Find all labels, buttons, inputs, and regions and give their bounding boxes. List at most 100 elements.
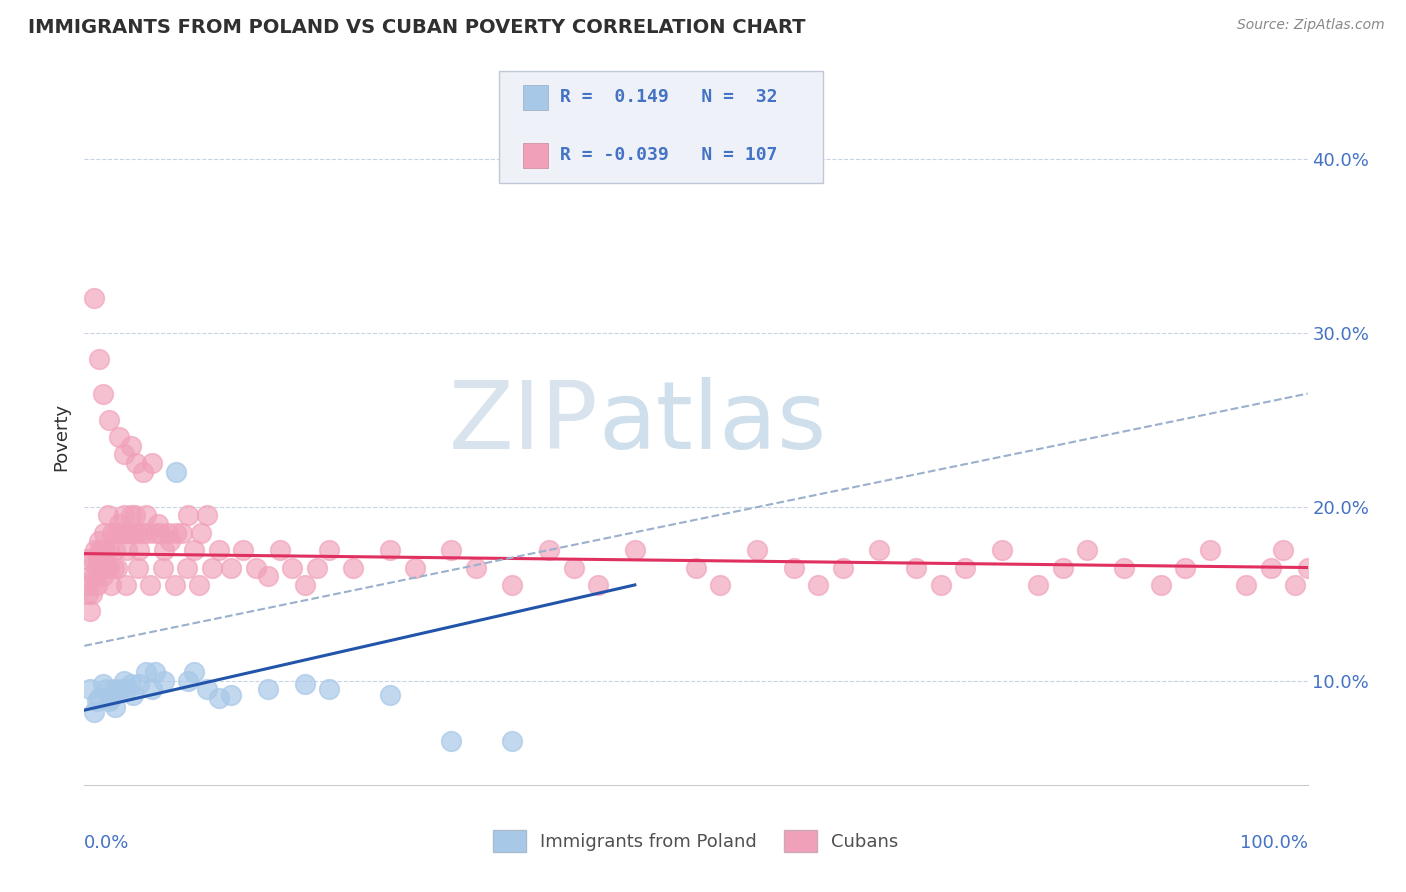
Point bbox=[219, 688, 242, 702]
Point bbox=[83, 705, 105, 719]
Point bbox=[1052, 560, 1074, 574]
Point bbox=[86, 578, 108, 592]
Point bbox=[124, 508, 146, 523]
Point bbox=[991, 543, 1014, 558]
Point bbox=[153, 543, 176, 558]
Point bbox=[112, 673, 135, 688]
Point bbox=[342, 560, 364, 574]
Point bbox=[86, 560, 108, 574]
Point bbox=[1272, 543, 1295, 558]
Point bbox=[77, 587, 100, 601]
Point bbox=[502, 578, 524, 592]
Point bbox=[245, 560, 267, 574]
Point bbox=[115, 578, 138, 592]
Point bbox=[146, 516, 169, 531]
Point bbox=[139, 578, 162, 592]
Point bbox=[153, 673, 176, 688]
Point bbox=[110, 682, 132, 697]
Point bbox=[94, 543, 117, 558]
Text: 100.0%: 100.0% bbox=[1240, 834, 1308, 852]
Point bbox=[104, 699, 127, 714]
Point bbox=[79, 604, 101, 618]
Point bbox=[440, 734, 463, 748]
Point bbox=[159, 534, 181, 549]
Point bbox=[103, 560, 125, 574]
Point bbox=[257, 569, 280, 583]
Point bbox=[122, 688, 145, 702]
Point bbox=[131, 525, 153, 540]
Point bbox=[86, 694, 108, 708]
Point bbox=[104, 543, 127, 558]
Point bbox=[79, 569, 101, 583]
Point bbox=[125, 456, 148, 470]
Point bbox=[163, 578, 186, 592]
Point bbox=[1260, 560, 1282, 574]
Point bbox=[176, 560, 198, 574]
Point bbox=[79, 682, 101, 697]
Point bbox=[87, 690, 110, 705]
Point bbox=[1198, 543, 1220, 558]
Legend: Immigrants from Poland, Cubans: Immigrants from Poland, Cubans bbox=[486, 823, 905, 859]
Point bbox=[110, 525, 132, 540]
Point bbox=[1076, 543, 1098, 558]
Point bbox=[120, 508, 142, 523]
Point bbox=[305, 560, 328, 574]
Point bbox=[89, 543, 111, 558]
Point bbox=[783, 560, 806, 574]
Point bbox=[97, 694, 120, 708]
Text: ZIP: ZIP bbox=[449, 377, 598, 469]
Point bbox=[120, 439, 142, 453]
Point bbox=[502, 734, 524, 748]
Point bbox=[107, 516, 129, 531]
Point bbox=[120, 677, 142, 691]
Point bbox=[208, 690, 231, 705]
Point bbox=[84, 543, 107, 558]
Text: R = -0.039   N = 107: R = -0.039 N = 107 bbox=[560, 146, 778, 164]
Point bbox=[294, 578, 316, 592]
Point bbox=[208, 543, 231, 558]
Point bbox=[831, 560, 853, 574]
Point bbox=[464, 560, 486, 574]
Point bbox=[127, 560, 149, 574]
Point bbox=[152, 560, 174, 574]
Point bbox=[294, 677, 316, 691]
Point bbox=[82, 551, 104, 566]
Point bbox=[440, 543, 463, 558]
Point bbox=[953, 560, 976, 574]
Point bbox=[183, 665, 205, 679]
Point bbox=[125, 525, 148, 540]
Point bbox=[91, 543, 114, 558]
Point bbox=[807, 578, 830, 592]
Point bbox=[869, 543, 891, 558]
Point bbox=[115, 682, 138, 697]
Point bbox=[117, 525, 139, 540]
Point bbox=[404, 560, 426, 574]
Point bbox=[141, 682, 163, 697]
Point bbox=[128, 543, 150, 558]
Point bbox=[104, 682, 127, 697]
Point bbox=[135, 665, 157, 679]
Point bbox=[165, 465, 187, 479]
Point bbox=[149, 525, 172, 540]
Point bbox=[195, 508, 218, 523]
Point bbox=[257, 682, 280, 697]
Y-axis label: Poverty: Poverty bbox=[52, 403, 70, 471]
Point bbox=[183, 543, 205, 558]
Point bbox=[143, 525, 166, 540]
Point bbox=[190, 525, 212, 540]
Point bbox=[195, 682, 218, 697]
Text: atlas: atlas bbox=[598, 377, 827, 469]
Point bbox=[97, 560, 120, 574]
Point bbox=[1174, 560, 1197, 574]
Point bbox=[91, 677, 114, 691]
Point bbox=[87, 551, 110, 566]
Point bbox=[105, 560, 128, 574]
Point bbox=[1296, 560, 1319, 574]
Point bbox=[91, 386, 114, 401]
Point bbox=[80, 587, 103, 601]
Point bbox=[586, 578, 609, 592]
Text: IMMIGRANTS FROM POLAND VS CUBAN POVERTY CORRELATION CHART: IMMIGRANTS FROM POLAND VS CUBAN POVERTY … bbox=[28, 18, 806, 37]
Point bbox=[141, 456, 163, 470]
Point bbox=[96, 560, 118, 574]
Point bbox=[100, 690, 122, 705]
